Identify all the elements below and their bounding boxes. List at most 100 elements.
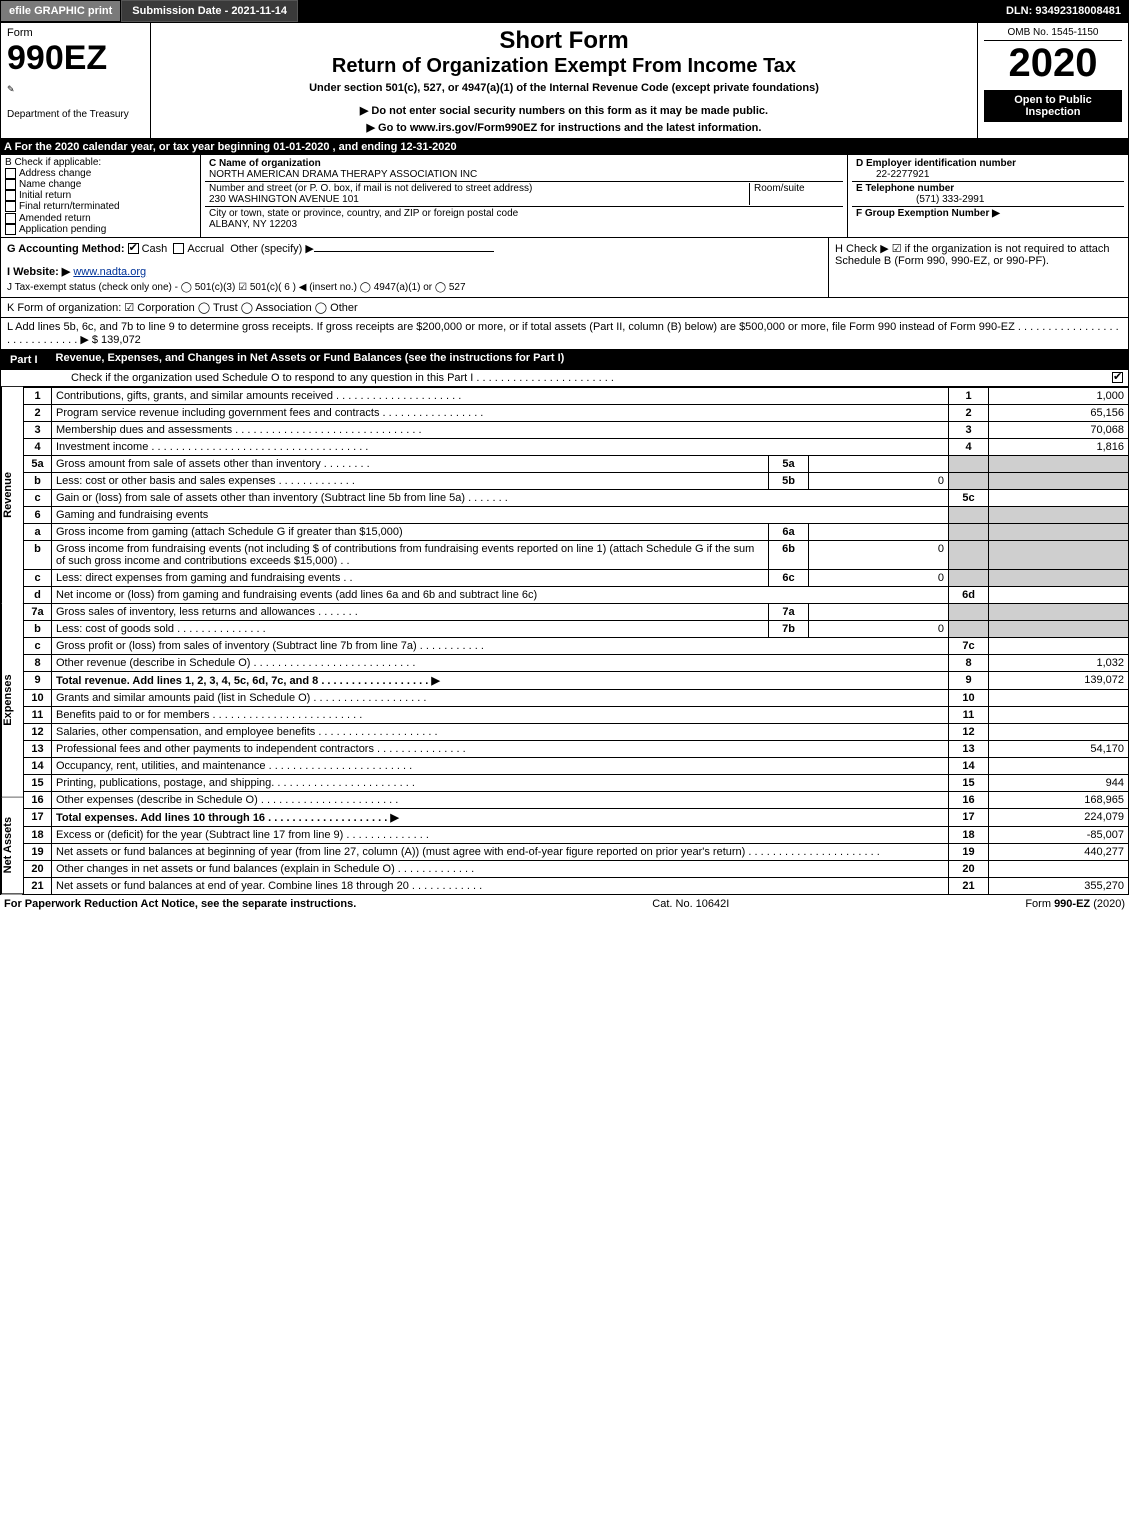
l4-amt: 1,816 [989, 438, 1129, 455]
side-expenses: Expenses [1, 604, 23, 798]
l15-rno: 15 [949, 774, 989, 791]
c-street-block: Number and street (or P. O. box, if mail… [205, 182, 843, 207]
l5b-greyR [949, 472, 989, 489]
city-label: City or town, state or province, country… [209, 208, 518, 219]
line-6c: cLess: direct expenses from gaming and f… [24, 569, 1129, 586]
l12-amt [989, 723, 1129, 740]
l6a-val [809, 523, 949, 540]
b-item-5: Application pending [19, 224, 106, 235]
line-20: 20Other changes in net assets or fund ba… [24, 860, 1129, 877]
street-label: Number and street (or P. O. box, if mail… [209, 183, 532, 194]
line-11: 11Benefits paid to or for members . . . … [24, 706, 1129, 723]
line-6: 6Gaming and fundraising events [24, 506, 1129, 523]
l19-rno: 19 [949, 843, 989, 860]
topbar-spacer [298, 0, 998, 22]
website-link[interactable]: www.nadta.org [73, 266, 146, 278]
header-mid-cell: Short Form Return of Organization Exempt… [151, 23, 978, 138]
open-to-public: Open to Public Inspection [984, 90, 1122, 122]
form-word: Form [7, 27, 144, 39]
chk-initial-return[interactable] [5, 190, 16, 201]
side-revenue: Revenue [1, 387, 23, 604]
l3-no: 3 [24, 421, 52, 438]
g-other-input[interactable] [314, 251, 494, 252]
chk-final-return[interactable] [5, 201, 16, 212]
b-header: B Check if applicable: [5, 157, 196, 168]
c-label: C Name of organization [209, 158, 321, 169]
goto-link[interactable]: ▶ Go to www.irs.gov/Form990EZ for instru… [157, 121, 971, 134]
col-b: B Check if applicable: Address change Na… [1, 155, 201, 237]
l21-no: 21 [24, 877, 52, 894]
d-ein-block: D Employer identification number 22-2277… [852, 157, 1124, 182]
line-8: 8Other revenue (describe in Schedule O) … [24, 654, 1129, 671]
chk-amended-return[interactable] [5, 213, 16, 224]
footer-right: Form 990-EZ (2020) [1025, 898, 1125, 910]
ein-label: D Employer identification number [856, 158, 1016, 169]
l8-desc: Other revenue (describe in Schedule O) .… [52, 654, 949, 671]
line-6d: dNet income or (loss) from gaming and fu… [24, 586, 1129, 603]
l6b-greyR [949, 540, 989, 569]
l17-no: 17 [24, 808, 52, 826]
l5c-no: c [24, 489, 52, 506]
l9-rno: 9 [949, 671, 989, 689]
l19-desc: Net assets or fund balances at beginning… [52, 843, 949, 860]
l6a-box: 6a [769, 523, 809, 540]
line-13: 13Professional fees and other payments t… [24, 740, 1129, 757]
part-i-title: Revenue, Expenses, and Changes in Net As… [44, 352, 565, 368]
l11-desc: Benefits paid to or for members . . . . … [52, 706, 949, 723]
l7b-greyR [949, 620, 989, 637]
l6d-amt [989, 586, 1129, 603]
chk-address-change[interactable] [5, 168, 16, 179]
l20-amt [989, 860, 1129, 877]
l2-no: 2 [24, 404, 52, 421]
c-name-block: C Name of organization NORTH AMERICAN DR… [205, 157, 843, 182]
l6b-desc: Gross income from fundraising events (no… [52, 540, 769, 569]
l6d-rno: 6d [949, 586, 989, 603]
l7c-rno: 7c [949, 637, 989, 654]
l6c-greyA [989, 569, 1129, 586]
chk-cash[interactable] [128, 243, 139, 254]
j-tax-exempt: J Tax-exempt status (check only one) - ◯… [7, 282, 822, 293]
l-row: L Add lines 5b, 6c, and 7b to line 9 to … [0, 318, 1129, 350]
l7b-greyA [989, 620, 1129, 637]
l20-rno: 20 [949, 860, 989, 877]
form-header: Form 990EZ ✎ Department of the Treasury … [0, 22, 1129, 139]
bcd-block: B Check if applicable: Address change Na… [0, 155, 1129, 238]
l7a-greyR [949, 603, 989, 620]
l1-no: 1 [24, 387, 52, 404]
l16-desc: Other expenses (describe in Schedule O) … [52, 791, 949, 808]
l9-desc: Total revenue. Add lines 1, 2, 3, 4, 5c,… [52, 671, 949, 689]
h-text: H Check ▶ ☑ if the organization is not r… [835, 243, 1110, 267]
line-6b: bGross income from fundraising events (n… [24, 540, 1129, 569]
submission-date-button[interactable]: Submission Date - 2021-11-14 [121, 0, 298, 22]
l2-amt: 65,156 [989, 404, 1129, 421]
line-15: 15Printing, publications, postage, and s… [24, 774, 1129, 791]
efile-print-button[interactable]: efile GRAPHIC print [0, 0, 121, 22]
city-value: ALBANY, NY 12203 [209, 219, 297, 230]
chk-application-pending[interactable] [5, 224, 16, 235]
fin-table: 1Contributions, gifts, grants, and simil… [23, 387, 1129, 895]
l6-greyR [949, 506, 989, 523]
l16-amt: 168,965 [989, 791, 1129, 808]
line-17: 17Total expenses. Add lines 10 through 1… [24, 808, 1129, 826]
l11-rno: 11 [949, 706, 989, 723]
l6a-desc: Gross income from gaming (attach Schedul… [52, 523, 769, 540]
l6c-no: c [24, 569, 52, 586]
chk-accrual[interactable] [173, 243, 184, 254]
l1-amt: 1,000 [989, 387, 1129, 404]
line-19: 19Net assets or fund balances at beginni… [24, 843, 1129, 860]
line-7b: bLess: cost of goods sold . . . . . . . … [24, 620, 1129, 637]
chk-name-change[interactable] [5, 179, 16, 190]
h-block: H Check ▶ ☑ if the organization is not r… [828, 238, 1128, 297]
header-left-cell: Form 990EZ ✎ Department of the Treasury [1, 23, 151, 138]
line-18: 18Excess or (deficit) for the year (Subt… [24, 826, 1129, 843]
b-item-3: Final return/terminated [19, 202, 120, 213]
line-21: 21Net assets or fund balances at end of … [24, 877, 1129, 894]
line-12: 12Salaries, other compensation, and empl… [24, 723, 1129, 740]
line-6a: aGross income from gaming (attach Schedu… [24, 523, 1129, 540]
l6b-box: 6b [769, 540, 809, 569]
chk-schedule-o[interactable] [1112, 372, 1123, 383]
l16-no: 16 [24, 791, 52, 808]
l2-rno: 2 [949, 404, 989, 421]
dept-treasury: Department of the Treasury [7, 109, 144, 120]
l9-amt: 139,072 [989, 671, 1129, 689]
